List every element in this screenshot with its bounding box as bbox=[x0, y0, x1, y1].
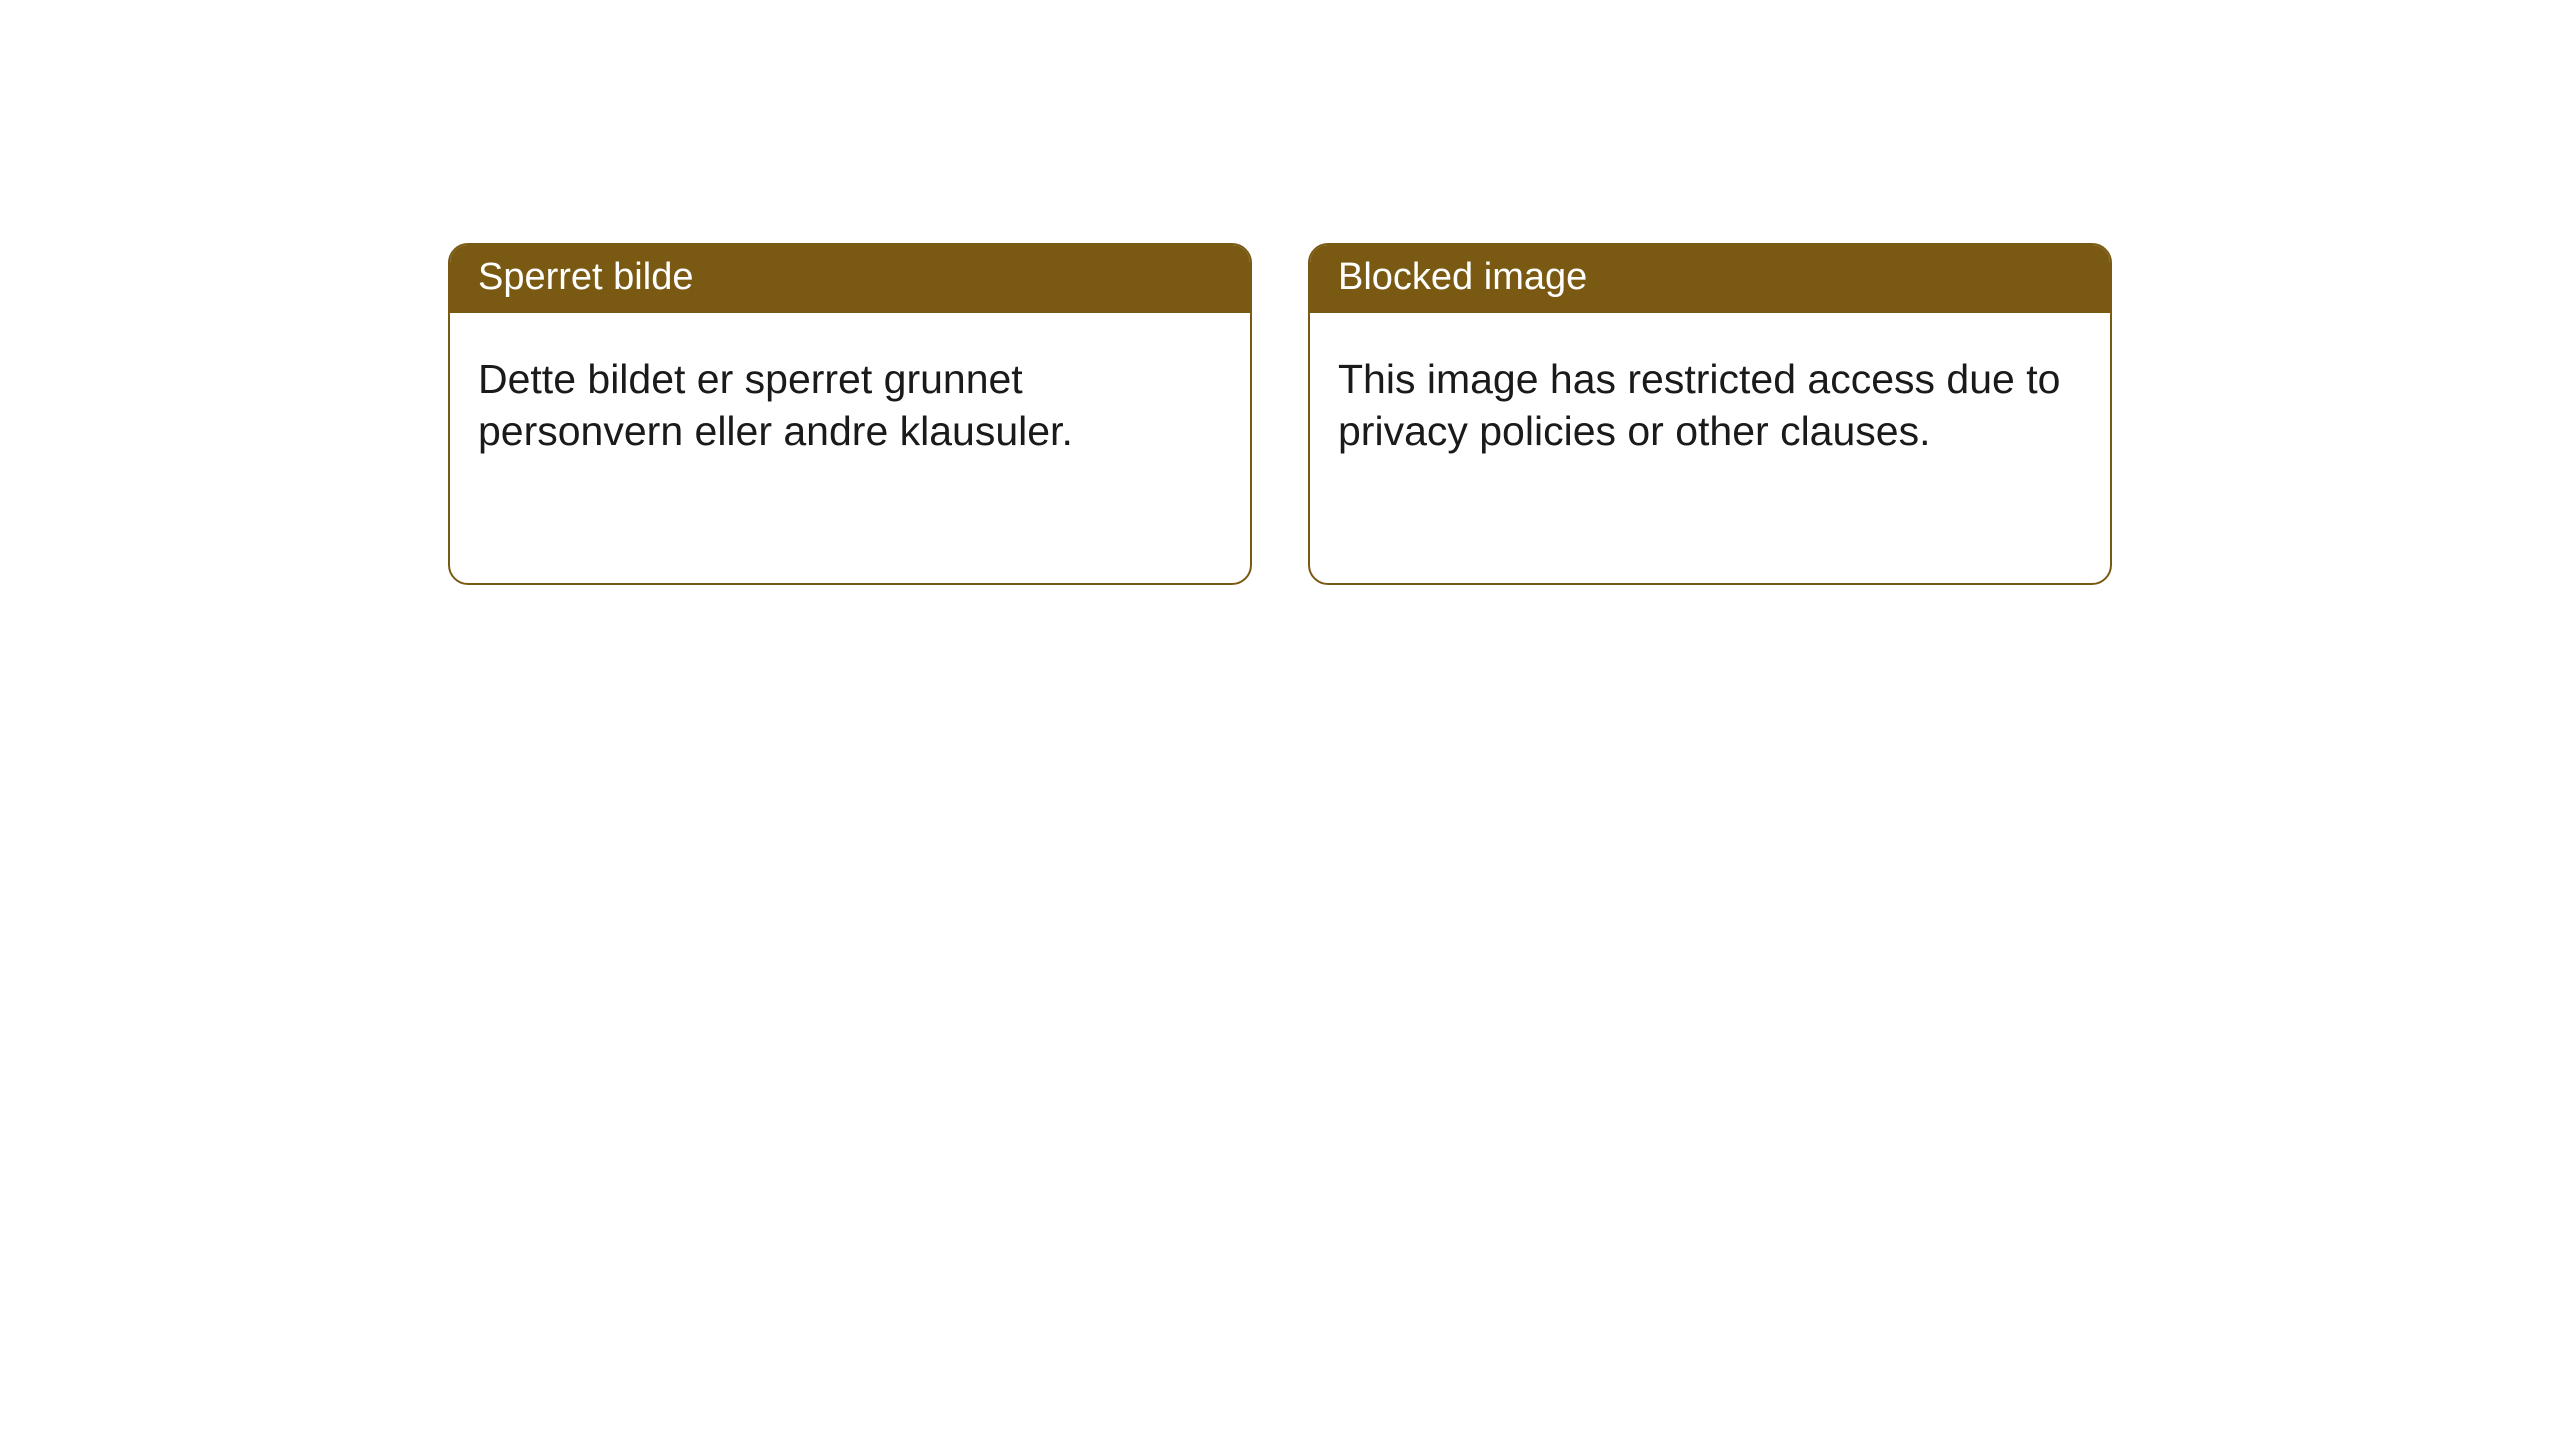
cards-container: Sperret bilde Dette bildet er sperret gr… bbox=[0, 0, 2560, 585]
card-body-en: This image has restricted access due to … bbox=[1310, 313, 2110, 583]
card-header-no: Sperret bilde bbox=[450, 245, 1250, 313]
blocked-image-card-no: Sperret bilde Dette bildet er sperret gr… bbox=[448, 243, 1252, 585]
card-body-no: Dette bildet er sperret grunnet personve… bbox=[450, 313, 1250, 583]
card-header-en: Blocked image bbox=[1310, 245, 2110, 313]
blocked-image-card-en: Blocked image This image has restricted … bbox=[1308, 243, 2112, 585]
